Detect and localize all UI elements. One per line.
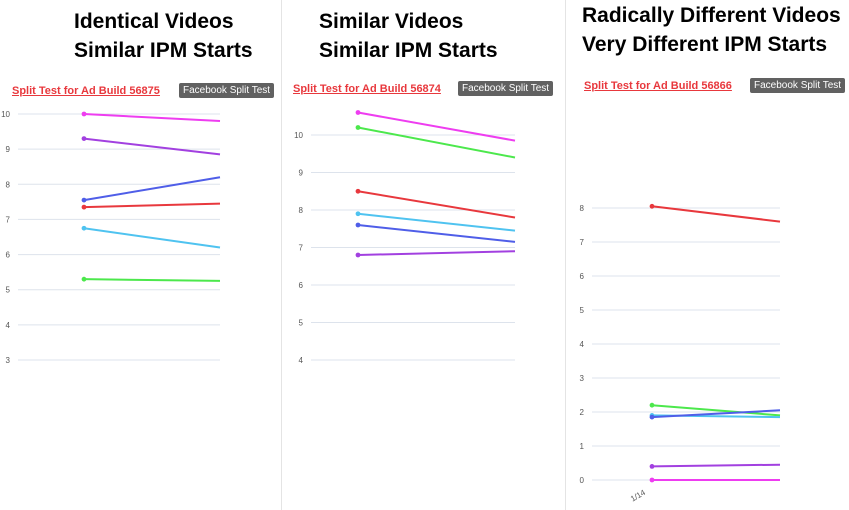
series-line <box>651 205 781 223</box>
panel-1-title: Identical Videos Similar IPM Starts <box>74 7 253 65</box>
panel-2-chart: 4 5 6 7 8 9 10 <box>294 110 516 365</box>
series-line <box>651 409 781 419</box>
series-point <box>355 188 361 194</box>
y-tick-label: 6 <box>580 272 585 281</box>
y-tick-label: 5 <box>6 286 11 295</box>
series-line <box>357 224 516 243</box>
panel-1-facebook-badge: Facebook Split Test <box>179 83 275 98</box>
panel-3-title-line2: Very Different IPM Starts <box>582 33 828 56</box>
y-tick-label: 7 <box>6 215 11 224</box>
series-line <box>83 113 221 123</box>
series-point <box>355 252 361 258</box>
y-tick-label: 4 <box>6 321 11 330</box>
series-point <box>649 464 655 469</box>
y-tick-label: 8 <box>299 206 304 215</box>
y-tick-label: 4 <box>299 356 304 365</box>
series-line <box>357 212 516 232</box>
series-point <box>81 225 87 231</box>
y-tick-label: 7 <box>580 238 585 247</box>
series-line <box>357 190 516 219</box>
y-tick-label: 5 <box>580 306 585 315</box>
series-point <box>81 197 87 203</box>
y-tick-label: 7 <box>299 244 304 253</box>
panel-2-title-line1: Similar Videos <box>319 10 464 33</box>
series-point <box>649 203 655 209</box>
series-point <box>81 276 87 282</box>
y-tick-label: 4 <box>580 340 585 349</box>
series-point <box>81 111 87 117</box>
series-line <box>83 176 221 202</box>
panel-2-title: Similar Videos Similar IPM Starts <box>319 7 498 65</box>
series-line <box>357 126 516 159</box>
series-point <box>355 211 361 217</box>
y-tick-label: 3 <box>580 374 585 383</box>
panel-1-title-line1: Identical Videos <box>74 10 234 33</box>
x-tick-label: 1/14 <box>629 488 647 504</box>
y-tick-label: 10 <box>294 131 303 140</box>
series-line <box>83 278 221 282</box>
y-tick-label: 5 <box>299 319 304 328</box>
series-point <box>649 477 655 483</box>
series-line <box>83 202 221 209</box>
panel-3-title: Radically Different Videos Very Differen… <box>582 1 841 59</box>
y-tick-label: 6 <box>299 281 304 290</box>
series-point <box>649 414 655 420</box>
series-line <box>651 463 781 468</box>
series-point <box>355 125 361 130</box>
y-tick-label: 8 <box>580 204 585 213</box>
series-line <box>651 404 781 417</box>
series-line <box>83 227 221 249</box>
series-line <box>357 250 516 256</box>
panel-3-title-line1: Radically Different Videos <box>582 4 841 27</box>
y-tick-label: 0 <box>580 476 585 485</box>
y-tick-label: 9 <box>6 145 11 154</box>
series-point <box>649 402 655 408</box>
panel-2-split-test-link[interactable]: Split Test for Ad Build 56874 <box>293 83 441 95</box>
y-tick-label: 3 <box>6 356 11 365</box>
series-point <box>355 222 361 228</box>
panel-1-split-test-link[interactable]: Split Test for Ad Build 56875 <box>12 85 160 97</box>
panel-1-title-line2: Similar IPM Starts <box>74 39 253 62</box>
panel-2-title-line2: Similar IPM Starts <box>319 39 498 62</box>
y-tick-label: 8 <box>6 180 11 189</box>
y-tick-label: 9 <box>299 169 304 178</box>
panel-3-chart: 0 1 2 3 4 5 6 7 8 1/14 <box>580 203 781 504</box>
series-point <box>81 204 87 210</box>
panel-2-facebook-badge: Facebook Split Test <box>458 81 554 96</box>
panel-3-facebook-badge: Facebook Split Test <box>750 78 846 93</box>
series-point <box>81 136 87 141</box>
y-tick-label: 2 <box>580 408 585 417</box>
series-line <box>83 137 221 156</box>
y-tick-label: 1 <box>580 442 585 451</box>
series-point <box>355 110 361 115</box>
panel-divider <box>565 0 566 510</box>
panel-1-chart: 3 4 5 6 7 8 9 10 <box>1 110 221 365</box>
y-tick-label: 6 <box>6 251 11 260</box>
panel-divider <box>281 0 282 510</box>
panel-3-split-test-link[interactable]: Split Test for Ad Build 56866 <box>584 80 732 92</box>
y-tick-label: 10 <box>1 110 10 119</box>
series-line <box>357 111 516 142</box>
